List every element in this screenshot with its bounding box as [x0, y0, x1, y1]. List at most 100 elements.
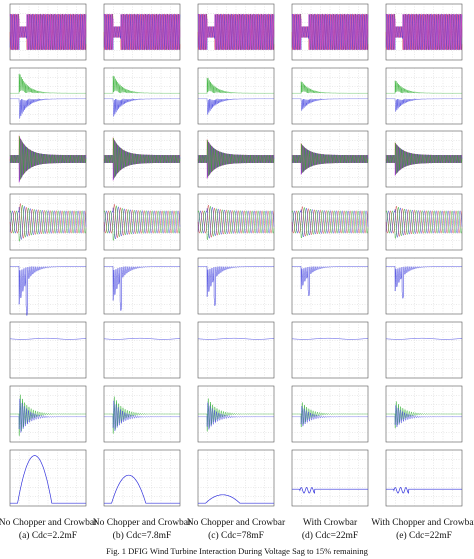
waveform [10, 73, 86, 94]
subplot [9, 449, 87, 507]
subplot [9, 130, 87, 188]
waveform [103, 14, 181, 50]
waveform [292, 98, 368, 111]
waveform [10, 98, 86, 119]
column-subtitle: (d) Cdc=22mF [302, 530, 358, 541]
subplot [197, 67, 275, 125]
waveform [103, 139, 181, 181]
waveform [386, 337, 462, 340]
column-captions: No Chopper and Crowbar (a) Cdc=2.2mF No Ch… [0, 518, 474, 541]
waveform [386, 80, 462, 94]
waveform [198, 77, 274, 94]
waveform [291, 207, 369, 239]
subplot [385, 130, 463, 188]
waveform [386, 405, 462, 428]
waveform [385, 14, 463, 51]
waveform [292, 266, 368, 297]
subplot [9, 257, 87, 317]
waveform [385, 142, 463, 175]
waveform [10, 265, 86, 317]
subplot [291, 257, 369, 315]
column-title: With Crowbar [303, 518, 358, 528]
column-subtitle: (a) Cdc=2.2mF [19, 530, 77, 541]
subplot [9, 3, 87, 61]
column-subtitle: (c) Cdc=78mF [208, 530, 264, 541]
subplot [9, 321, 87, 379]
waveform [198, 494, 274, 504]
waveform [104, 396, 180, 434]
subplot [103, 449, 181, 507]
waveform [292, 402, 368, 428]
waveform [292, 487, 368, 494]
subplot [197, 130, 275, 188]
subplot [197, 321, 275, 379]
subplot [385, 449, 463, 507]
waveform [291, 206, 369, 237]
waveform [10, 455, 86, 504]
waveform [385, 205, 463, 237]
subplot [385, 385, 463, 443]
waveform [9, 203, 87, 239]
waveform [291, 14, 369, 50]
subplot [197, 3, 275, 61]
subplot [197, 193, 275, 251]
waveform [198, 402, 274, 430]
waveform [104, 474, 180, 504]
subplot [103, 193, 181, 251]
waveform [103, 138, 181, 179]
waveform [9, 14, 87, 51]
waveform [103, 206, 181, 240]
waveform [9, 14, 87, 50]
subplot [291, 449, 369, 507]
column-subtitle: (e) Cdc=22mF [396, 530, 452, 541]
waveform [197, 206, 275, 240]
waveform [103, 205, 181, 241]
subplot [103, 67, 181, 125]
subplot [291, 321, 369, 379]
waveform [104, 337, 180, 340]
waveform [197, 14, 275, 51]
waveform [9, 137, 87, 183]
panel-grid [9, 3, 463, 507]
waveform [197, 204, 275, 238]
waveform [198, 98, 274, 115]
waveform [292, 81, 368, 94]
waveform [385, 14, 463, 50]
waveform [385, 207, 463, 238]
column-title: With Chopper and Crowbar [371, 518, 474, 528]
subplot [103, 130, 181, 188]
column-title: No Chopper and Crowbar [93, 518, 192, 528]
subplot [291, 67, 369, 125]
subplot [385, 67, 463, 125]
waveform [9, 204, 87, 242]
waveform [104, 75, 180, 94]
waveform [104, 400, 180, 431]
waveform [386, 487, 462, 494]
subplot [103, 3, 181, 61]
figure-caption: Fig. 1 DFIG Wind Turbine Interaction Dur… [106, 546, 368, 556]
waveform [103, 14, 181, 51]
waveform [386, 401, 462, 429]
waveform [292, 406, 368, 427]
subplot [103, 321, 181, 379]
subplot [197, 257, 275, 315]
subplot [9, 385, 87, 443]
subplot [385, 321, 463, 379]
waveform [385, 143, 463, 176]
waveform [198, 398, 274, 433]
subplot [197, 449, 275, 507]
waveform [104, 98, 180, 117]
waveform [198, 265, 274, 307]
waveform [197, 140, 275, 177]
waveform [291, 14, 369, 51]
waveform [10, 337, 86, 340]
waveform [291, 143, 369, 174]
subplot [197, 385, 275, 443]
waveform [10, 394, 86, 436]
subplot [291, 193, 369, 251]
waveform [386, 265, 462, 299]
waveform [197, 206, 275, 239]
subplot [291, 3, 369, 61]
column-subtitle: (b) Cdc=7.8mF [113, 530, 172, 541]
